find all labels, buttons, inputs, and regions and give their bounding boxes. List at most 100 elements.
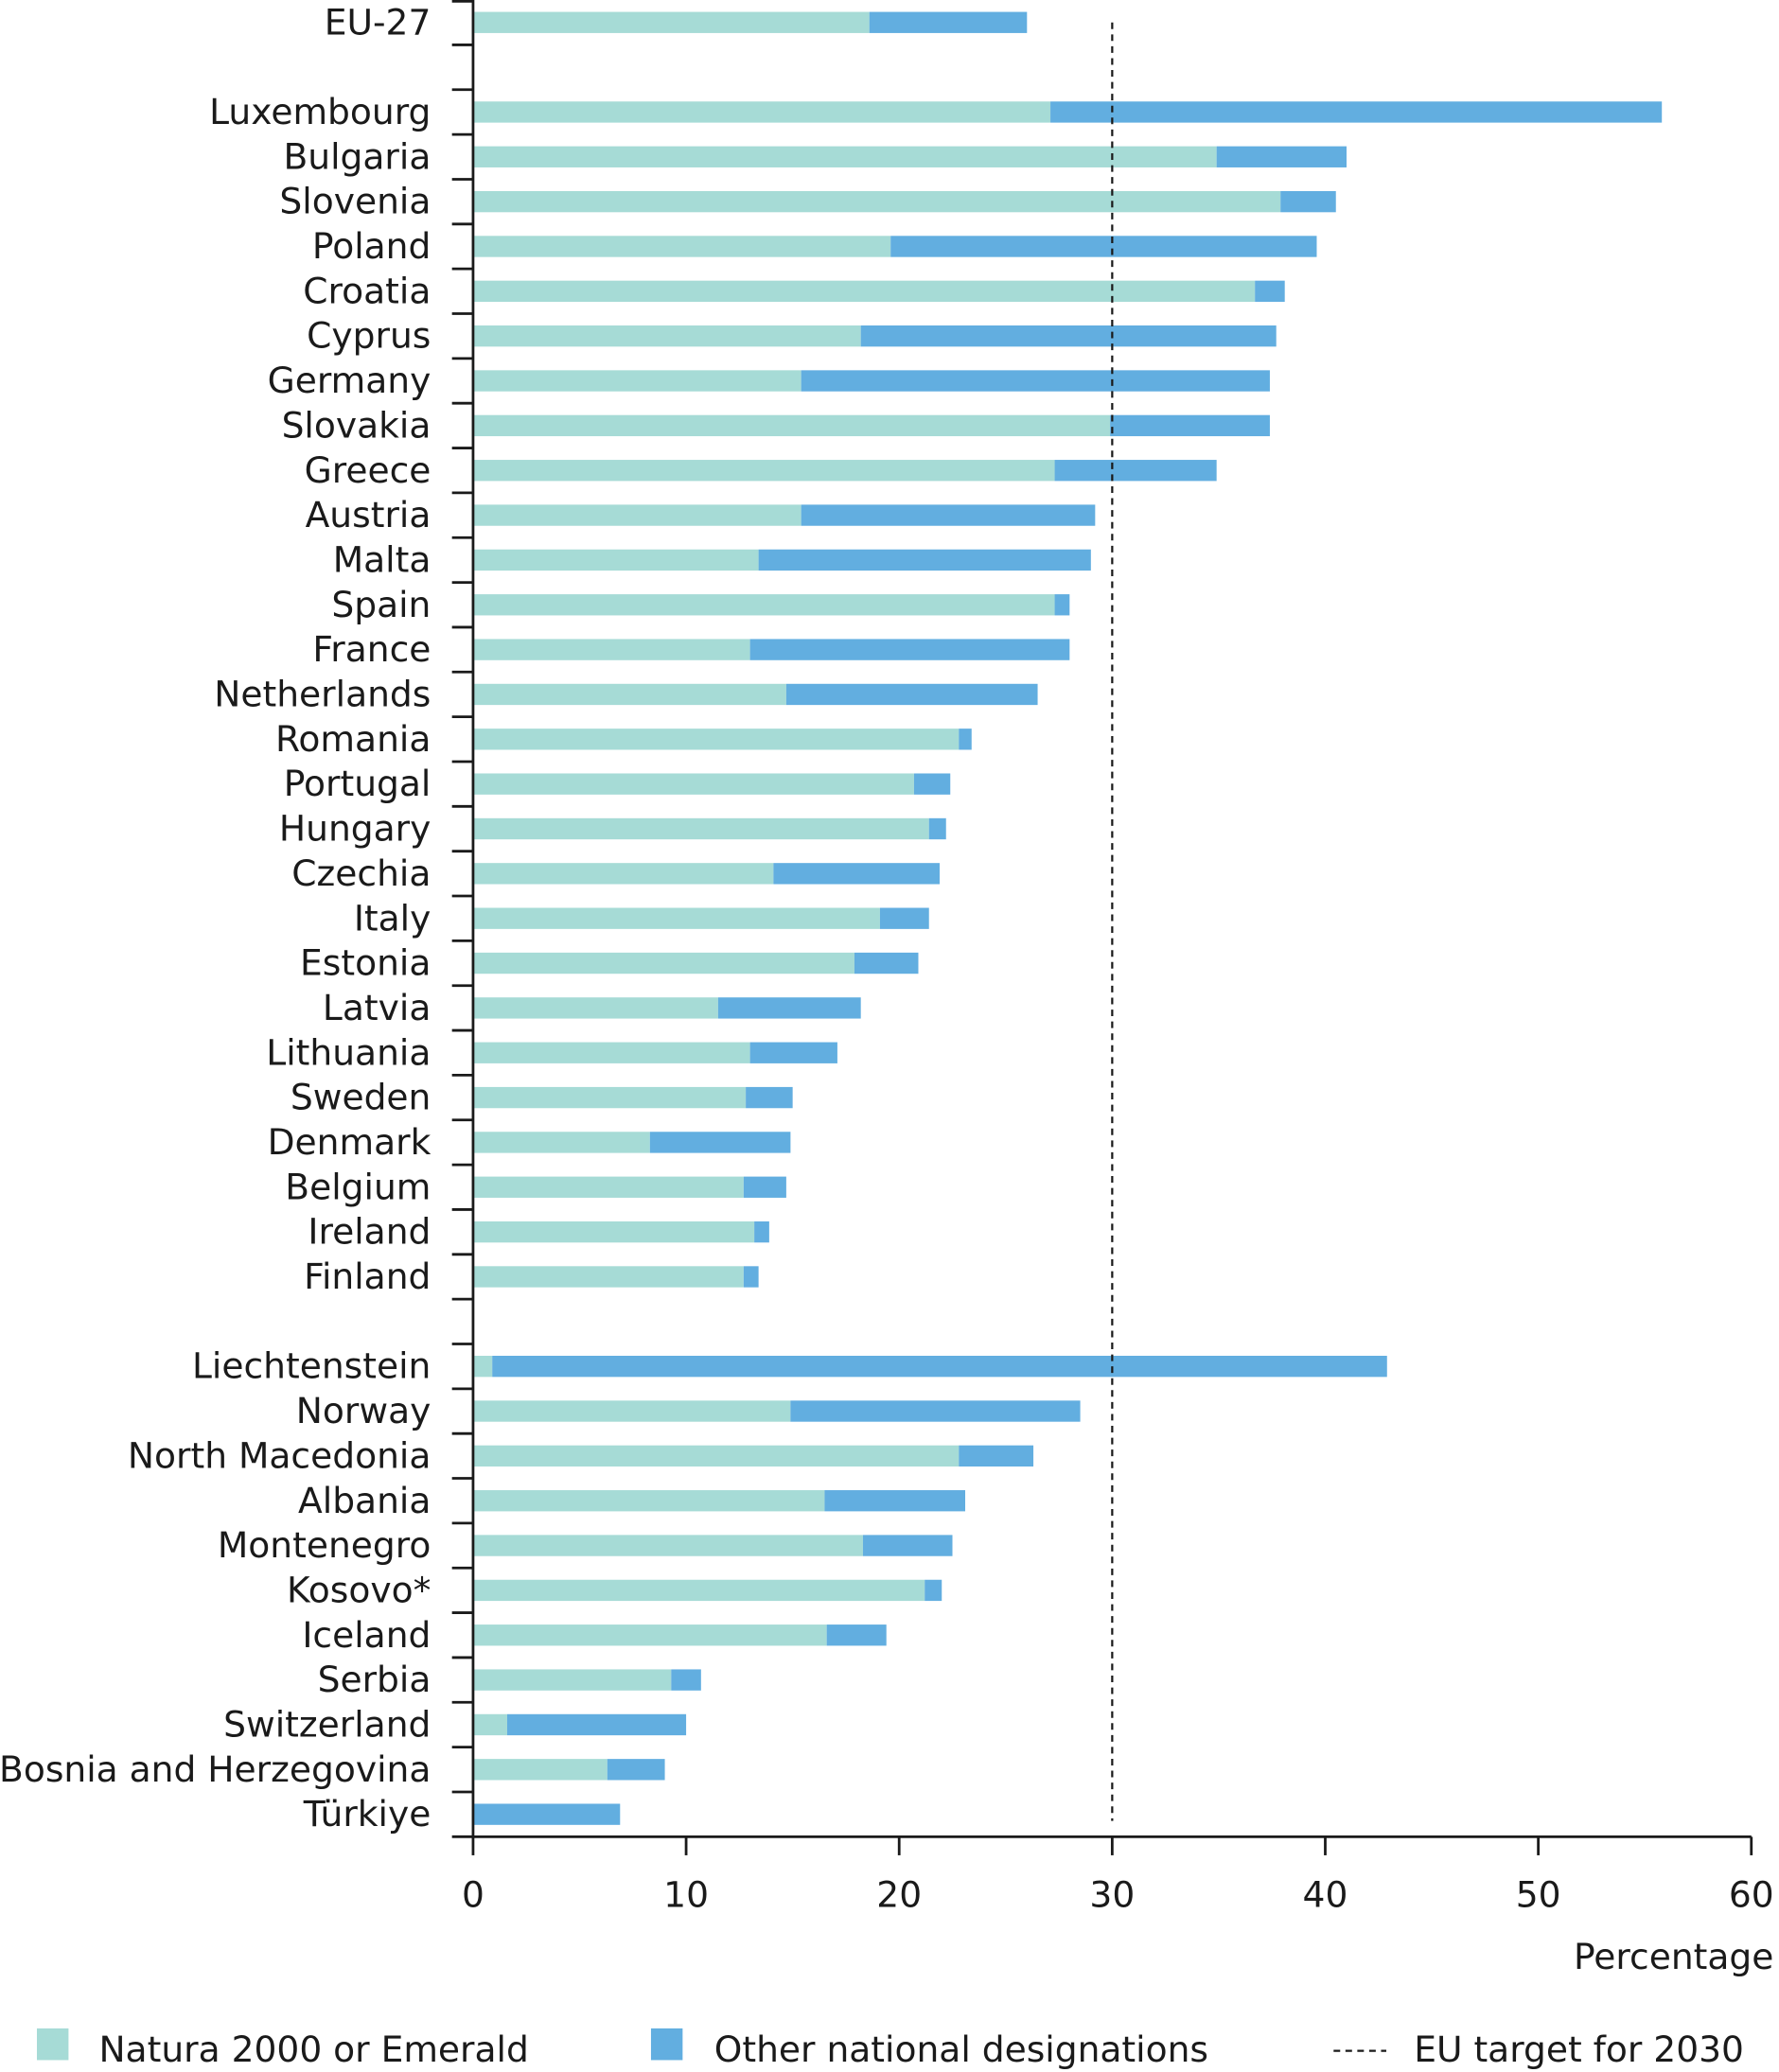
bar-natura: [472, 1220, 755, 1243]
x-tick-label: 60: [1729, 1873, 1774, 1915]
category-label: Switzerland: [223, 1703, 431, 1745]
category-label: North Macedonia: [128, 1434, 431, 1476]
bar-natura: [472, 997, 718, 1019]
x-tick-label: 10: [663, 1873, 709, 1915]
x-tick-label: 40: [1303, 1873, 1348, 1915]
bar-natura: [472, 460, 1055, 482]
bar-natura: [472, 504, 801, 526]
bar-other: [749, 1042, 837, 1063]
category-label: Germany: [268, 360, 432, 401]
bar-natura: [472, 863, 774, 885]
category-label: Croatia: [303, 270, 431, 311]
category-label: Montenegro: [218, 1524, 432, 1566]
bar-other: [826, 1624, 887, 1646]
category-label: Poland: [312, 225, 431, 267]
legend: Natura 2000 or Emerald Other national de…: [36, 2028, 1744, 2070]
bar-natura: [472, 907, 880, 929]
x-tick-label: 0: [462, 1873, 484, 1915]
category-label: Finland: [304, 1255, 431, 1297]
category-label: Belgium: [285, 1166, 431, 1207]
bar-natura: [472, 414, 1111, 437]
bar-other: [790, 1400, 1081, 1422]
legend-swatch-other: [650, 2028, 683, 2061]
bar-other: [717, 997, 861, 1019]
bar-natura: [472, 773, 914, 795]
bar-natura: [472, 370, 801, 392]
category-label: Latvia: [323, 987, 431, 1028]
bar-other: [1054, 460, 1217, 482]
bar-other: [1255, 280, 1285, 303]
bar-other: [925, 1579, 942, 1602]
bar-natura: [472, 146, 1217, 167]
bar-other: [749, 639, 1070, 660]
bar-other: [607, 1759, 665, 1781]
category-label: Slovakia: [282, 404, 432, 446]
category-label: Hungary: [279, 808, 431, 850]
bar-other: [1054, 594, 1070, 616]
bar-other: [649, 1132, 791, 1153]
bar-natura: [472, 817, 929, 840]
bar-other: [1216, 146, 1347, 167]
legend-label-natura: Natura 2000 or Emerald: [98, 2028, 528, 2070]
bar-other: [801, 504, 1096, 526]
bar-other: [785, 683, 1038, 706]
legend-label-target: EU target for 2030: [1414, 2028, 1744, 2070]
bar-natura: [472, 729, 960, 750]
category-label: Malta: [333, 538, 432, 580]
bar-other: [854, 952, 919, 975]
bar-natura: [472, 1445, 960, 1467]
bar-natura: [472, 101, 1051, 123]
bar-natura: [472, 1266, 744, 1288]
bar-other: [862, 1535, 953, 1556]
category-label: Luxembourg: [209, 91, 431, 132]
bar-natura: [472, 280, 1256, 303]
bar-natura: [472, 236, 891, 257]
bar-other: [1050, 101, 1663, 123]
bar-natura: [472, 1490, 825, 1512]
bar-natura: [472, 1176, 744, 1198]
bar-natura: [472, 1355, 493, 1378]
category-label: Liechtenstein: [192, 1345, 431, 1387]
category-label: Lithuania: [266, 1031, 431, 1073]
category-label: Türkiye: [303, 1793, 432, 1835]
category-label: Albania: [298, 1480, 431, 1521]
category-label: Romania: [275, 718, 431, 760]
bar-natura: [472, 952, 854, 975]
category-label: Czechia: [291, 852, 431, 894]
category-label: Estonia: [300, 942, 431, 984]
x-tick-label: 20: [876, 1873, 922, 1915]
x-tick-label: 30: [1089, 1873, 1135, 1915]
bar-natura: [472, 1042, 750, 1063]
bar-natura: [472, 1669, 672, 1691]
bar-other: [492, 1355, 1387, 1378]
category-label: Bosnia and Herzegovina: [0, 1748, 431, 1790]
bar-other: [754, 1220, 769, 1243]
legend-swatch-natura: [36, 2028, 69, 2061]
category-label: Norway: [296, 1390, 432, 1431]
bar-other: [959, 1445, 1034, 1467]
category-label: Austria: [306, 494, 432, 536]
x-tick-label: 50: [1516, 1873, 1561, 1915]
bar-other: [913, 773, 951, 795]
category-label: Sweden: [291, 1077, 432, 1118]
category-label: France: [312, 628, 431, 670]
bar-other: [758, 549, 1091, 571]
category-label: Kosovo*: [287, 1569, 431, 1610]
bar-natura: [472, 1086, 747, 1109]
bar-other: [743, 1176, 786, 1198]
bar-other: [890, 236, 1317, 257]
bar-natura: [472, 639, 750, 660]
category-label: Greece: [305, 449, 432, 491]
category-label: Italy: [354, 897, 432, 939]
category-label: Portugal: [284, 763, 432, 804]
bar-natura: [472, 1132, 650, 1153]
bar-other: [506, 1713, 687, 1736]
legend-label-other: Other national designations: [714, 2028, 1208, 2070]
category-label: Ireland: [308, 1211, 431, 1253]
category-label: Spain: [331, 584, 431, 625]
bar-other: [746, 1086, 793, 1109]
bar-other: [1110, 414, 1270, 437]
bar-other: [959, 729, 972, 750]
bar-other: [743, 1266, 759, 1288]
